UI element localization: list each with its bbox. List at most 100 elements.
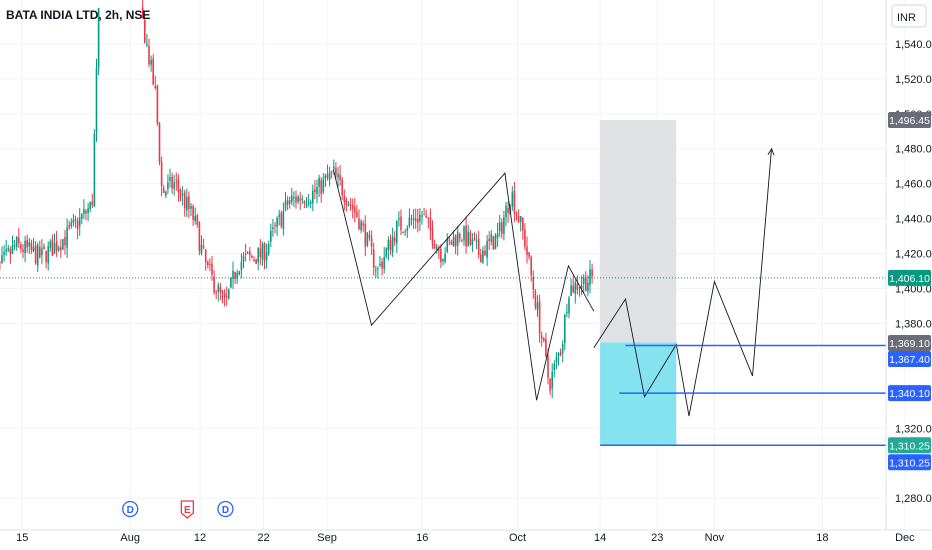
candle-body xyxy=(417,218,419,223)
candle-body xyxy=(364,223,367,247)
candle-body xyxy=(391,236,394,253)
candle-body xyxy=(423,214,425,216)
candle-body xyxy=(582,277,585,285)
candle-body xyxy=(156,85,159,124)
candle-body xyxy=(55,241,58,251)
candle-body xyxy=(154,86,157,89)
target-price-badge-text: 1,496.45 xyxy=(889,115,930,127)
candle-body xyxy=(515,213,518,215)
candle-body xyxy=(198,222,201,252)
candle-body xyxy=(375,269,377,271)
candle-body xyxy=(158,122,161,163)
candle-body xyxy=(576,284,579,290)
horizontal-levels[interactable] xyxy=(0,277,886,447)
level-price-badge-text: 1,340.10 xyxy=(889,388,930,400)
candle-body xyxy=(181,193,184,196)
x-tick-label: 22 xyxy=(257,532,269,544)
candle-body xyxy=(15,236,18,247)
candle-body xyxy=(444,254,446,262)
candle-body xyxy=(435,246,438,250)
candle-body xyxy=(24,240,26,254)
candle-body xyxy=(408,217,411,227)
zigzag-pattern[interactable] xyxy=(332,169,595,401)
candle-body xyxy=(366,232,369,246)
candle-body xyxy=(249,251,251,256)
candle-body xyxy=(555,357,558,363)
candle-body xyxy=(421,215,423,217)
candle-body xyxy=(284,200,287,210)
dividend-event-marker[interactable] xyxy=(217,500,234,518)
earnings-event-marker[interactable] xyxy=(180,500,194,519)
candle-body xyxy=(425,215,427,218)
candle-body xyxy=(498,222,501,232)
candle-body xyxy=(200,244,203,254)
candle-body xyxy=(341,179,343,196)
candle-body xyxy=(452,237,455,247)
candle-body xyxy=(295,196,297,203)
candle-body xyxy=(221,290,224,294)
candle-body xyxy=(219,287,222,292)
candle-body xyxy=(66,227,68,248)
current-price-badge-text: 1,406.10 xyxy=(889,273,930,285)
y-tick-label: 1,520.00 xyxy=(895,74,932,86)
candle-body xyxy=(91,201,94,205)
candle-body xyxy=(183,192,186,209)
time-axis[interactable]: 15 Aug 12 22 Sep 16 Oct 14 23 Nov 18 Dec xyxy=(16,532,915,544)
candle-body xyxy=(190,205,192,209)
candle-body xyxy=(587,282,589,292)
candle-body xyxy=(26,240,28,248)
candle-body xyxy=(440,248,442,263)
candle-body xyxy=(49,241,52,248)
position-zones[interactable] xyxy=(600,120,677,446)
trend-drawings[interactable] xyxy=(332,147,775,417)
target-zone[interactable] xyxy=(600,120,677,343)
candle-body xyxy=(316,187,318,195)
candle-body xyxy=(505,205,507,218)
candle-body xyxy=(291,195,293,202)
candle-body xyxy=(429,217,432,231)
candle-body xyxy=(526,246,528,255)
projection-path[interactable] xyxy=(593,148,772,417)
candle-body xyxy=(272,227,274,229)
candle-body xyxy=(530,256,532,276)
candle-body xyxy=(39,246,41,258)
candle-body xyxy=(175,181,178,183)
candle-body xyxy=(456,231,459,246)
x-tick-label: Aug xyxy=(120,532,140,544)
candle-body xyxy=(589,269,591,286)
candle-body xyxy=(169,177,171,181)
candle-body xyxy=(351,205,354,210)
x-tick-label: 15 xyxy=(16,532,28,544)
currency-button[interactable] xyxy=(891,4,927,28)
x-tick-label: Oct xyxy=(509,532,526,544)
candle-body xyxy=(473,238,476,241)
candle-body xyxy=(463,226,465,241)
candle-body xyxy=(62,239,64,250)
candle-body xyxy=(150,59,152,65)
level-price-badge xyxy=(888,350,931,367)
candle-body xyxy=(337,173,339,178)
y-tick-label: 1,400.00 xyxy=(895,284,932,296)
dividend-event-marker[interactable] xyxy=(122,500,139,518)
y-tick-label: 1,420.00 xyxy=(895,249,932,261)
candle-body xyxy=(459,234,461,239)
candle-body xyxy=(192,206,194,220)
candle-body xyxy=(89,201,91,210)
candle-body xyxy=(301,198,304,201)
candle-body xyxy=(5,249,7,252)
candle-body xyxy=(309,201,312,204)
candle-body xyxy=(81,214,83,219)
candle-body xyxy=(564,314,566,344)
candle-body xyxy=(215,292,217,294)
candle-body xyxy=(148,45,150,65)
candle-body xyxy=(410,218,413,220)
candle-body xyxy=(360,221,362,231)
candle-body xyxy=(51,239,54,256)
candle-body xyxy=(488,239,490,242)
candle-body xyxy=(223,293,226,298)
candle-body xyxy=(13,245,16,247)
candle-body xyxy=(173,182,175,189)
candle-body xyxy=(263,243,266,262)
